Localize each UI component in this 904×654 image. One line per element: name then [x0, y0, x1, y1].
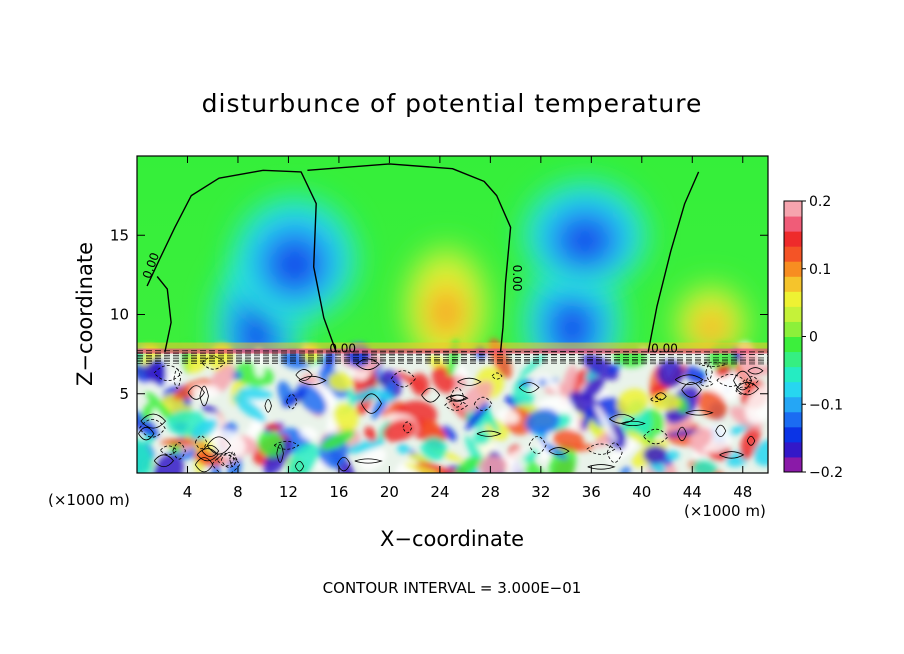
x-tick-label: 12 [279, 483, 298, 501]
x-tick-label: 48 [733, 483, 752, 501]
turbulent-contours [137, 350, 768, 473]
colorbar-swatch [784, 216, 802, 232]
colorbar-swatch [784, 366, 802, 383]
warm-anomaly-5 [673, 282, 750, 363]
colorbar-swatch [784, 261, 802, 277]
x-tick-label: 24 [430, 483, 449, 501]
y-axis-label: Z−coordinate [73, 242, 97, 386]
contour-mid-ridge [307, 163, 512, 353]
x-tick-label: 16 [329, 483, 348, 501]
contour-interval-note: CONTOUR INTERVAL = 3.000E−01 [323, 579, 582, 597]
colorbar-tick-label: −0.2 [809, 465, 843, 481]
colorbar: 0.2 0.1 0 −0.1 −0.2 [783, 194, 843, 481]
colorbar-tick-label: 0 [809, 330, 818, 346]
contour-lines: 0.00 0.000.00 0.00 [140, 163, 700, 356]
turbulent-layer [137, 338, 768, 473]
contour-label: 0.00 [510, 265, 524, 292]
plot-area: 0.00 0.000.00 0.00 [137, 156, 768, 473]
colorbar-swatch [784, 321, 802, 337]
cold-anomaly-3 [521, 179, 649, 291]
y-tick-label: 15 [110, 226, 129, 244]
colorbar-swatch [784, 291, 802, 307]
turbulent-eddies [137, 338, 768, 473]
y-tick-label: 10 [110, 306, 129, 324]
colorbar-swatch [784, 411, 802, 428]
colorbar-swatch [784, 441, 802, 458]
colorbar-swatch [784, 276, 802, 292]
inversion-band-upper [137, 342, 768, 349]
colorbar-swatch [784, 396, 802, 413]
chart-title: disturbunce of potential temperature [202, 89, 703, 118]
colorbar-swatch [784, 306, 802, 322]
colorbar-swatch [784, 336, 802, 353]
cold-anomaly-1 [231, 195, 358, 323]
x-axis-label: X−coordinate [380, 527, 524, 551]
colorbar-swatch [784, 246, 802, 262]
y-tick-label: 5 [119, 385, 129, 403]
warm-anomaly-4 [402, 243, 491, 370]
x-tick-label: 32 [531, 483, 550, 501]
x-unit-left: (×1000 m) [48, 491, 130, 509]
contour-right-plume [647, 171, 700, 353]
x-tick-label: 44 [683, 483, 702, 501]
colorbar-swatch [784, 201, 802, 217]
contour-label: 0.00 [651, 342, 678, 356]
x-tick-label: 40 [632, 483, 651, 501]
colorbar-tick-label: −0.1 [809, 397, 843, 413]
x-tick-label: 20 [380, 483, 399, 501]
colorbar-tick-label: 0.1 [809, 262, 831, 278]
colorbar-swatch [784, 351, 802, 368]
contour-label: 0.00 [329, 342, 356, 356]
colorbar-swatch [784, 381, 802, 398]
y-axis: 5 10 15 [110, 226, 768, 403]
x-unit-right: (×1000 m) [684, 502, 766, 520]
x-tick-label: 8 [233, 483, 243, 501]
contour-left-plume-foot [156, 276, 172, 353]
colorbar-swatch [784, 426, 802, 443]
x-axis: 4 8 12 16 20 24 28 32 36 40 44 48 [183, 156, 752, 501]
x-tick-label: 28 [481, 483, 500, 501]
x-tick-label: 36 [582, 483, 601, 501]
x-tick-label: 4 [183, 483, 193, 501]
contour-left-plume [146, 169, 338, 353]
colorbar-swatch [784, 456, 802, 473]
colorbar-swatch [784, 231, 802, 247]
colorbar-tick-label: 0.2 [809, 194, 831, 210]
